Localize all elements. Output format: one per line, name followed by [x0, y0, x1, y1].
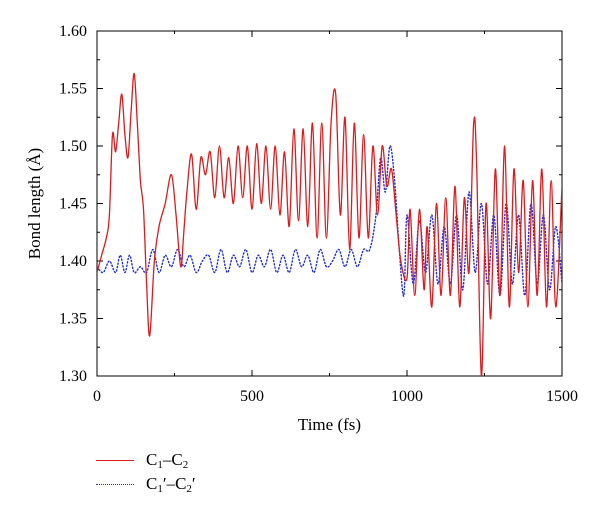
legend-swatch-dotted: [96, 483, 134, 485]
y-tick-label: 1.40: [59, 253, 87, 270]
legend-label-c1p-c2p: C1′–C2′: [146, 473, 196, 495]
y-tick-label: 1.60: [59, 23, 87, 40]
y-tick-label: 1.50: [59, 138, 87, 155]
x-axis-title: Time (fs): [298, 415, 361, 434]
x-tick-label: 1500: [546, 388, 578, 405]
series-line-c1-c2: [97, 72, 562, 376]
y-tick-label: 1.55: [59, 81, 87, 98]
legend-item-c1-c2: C1–C2: [96, 448, 196, 472]
series-line-c1p-c2p: [97, 145, 562, 297]
y-axis-title: Bond length (Å): [25, 148, 44, 259]
legend-swatch-solid: [96, 459, 134, 461]
x-tick-label: 500: [240, 388, 264, 405]
x-tick-label: 1000: [391, 388, 423, 405]
y-tick-label: 1.45: [59, 196, 87, 213]
legend-label-c1-c2: C1–C2: [146, 449, 189, 471]
x-tick-label: 0: [93, 388, 101, 405]
y-tick-label: 1.30: [59, 368, 87, 385]
y-tick-label: 1.35: [59, 311, 87, 328]
legend-item-c1p-c2p: C1′–C2′: [96, 472, 196, 496]
chart-legend: C1–C2 C1′–C2′: [96, 448, 196, 496]
plot-frame: [96, 30, 563, 377]
